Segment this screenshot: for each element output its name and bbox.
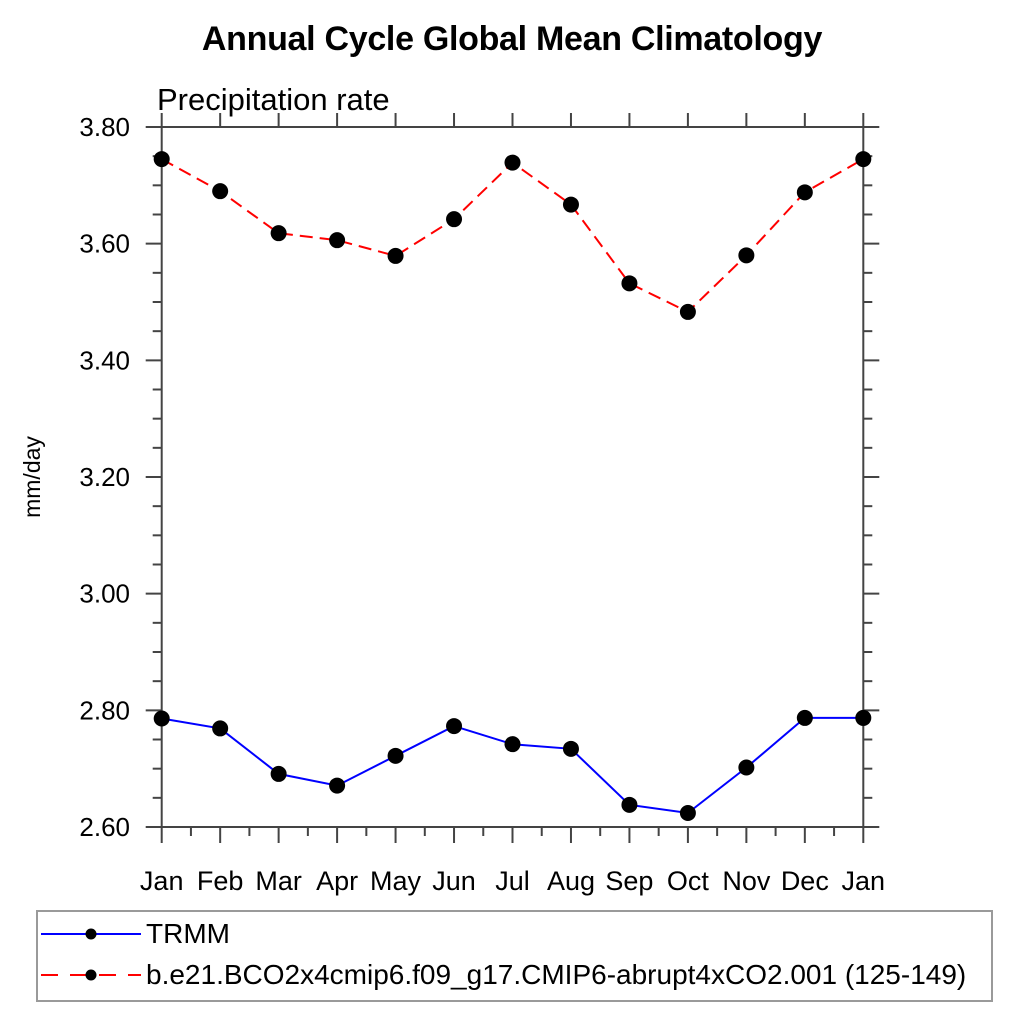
- data-point-marker: [329, 777, 346, 794]
- data-point-marker: [387, 747, 404, 764]
- y-axis-tick-label: 2.60: [79, 812, 130, 842]
- y-axis-tick-label: 3.20: [79, 462, 130, 492]
- data-point-marker: [738, 759, 755, 776]
- plot-frame: [160, 126, 865, 828]
- legend-swatch-abrupt4xco2-line-icon: [41, 969, 141, 981]
- x-axis-tick-label: Oct: [667, 866, 710, 896]
- x-axis-tick-label: Dec: [781, 866, 829, 896]
- x-axis-tick-label: Feb: [197, 866, 244, 896]
- x-axis-tick-label: Nov: [722, 866, 771, 896]
- legend-item-trmm: TRMM: [39, 918, 230, 949]
- data-point-marker: [796, 184, 813, 201]
- x-axis-tick-label: Mar: [255, 866, 302, 896]
- legend-label-trmm: TRMM: [146, 918, 230, 949]
- data-point-marker: [270, 765, 287, 782]
- data-point-marker: [446, 718, 463, 735]
- chart-title: Annual Cycle Global Mean Climatology: [201, 20, 823, 58]
- data-point-marker: [855, 151, 872, 168]
- data-point-marker: [270, 225, 287, 242]
- x-axis-tick-label: Jan: [842, 866, 886, 896]
- data-point-marker: [562, 740, 579, 757]
- x-axis-tick-label: Sep: [605, 866, 653, 896]
- y-axis-title: mm/day: [19, 436, 45, 518]
- data-point-marker: [621, 275, 638, 292]
- x-axis-tick-label: Aug: [547, 866, 595, 896]
- data-point-marker: [153, 710, 170, 727]
- y-axis-tick-label: 3.80: [79, 112, 130, 142]
- legend-box: TRMM b.e21.BCO2x4cmip6.f09_g17.CMIP6-abr…: [36, 910, 993, 1002]
- series-line-abrupt4xco2: [161, 158, 864, 314]
- data-point-marker: [796, 709, 813, 726]
- data-point-marker: [446, 211, 463, 228]
- x-axis-tick-label: Jan: [140, 866, 184, 896]
- x-axis-tick-label: Jun: [432, 866, 476, 896]
- data-point-marker: [212, 720, 229, 737]
- data-point-marker: [504, 154, 521, 171]
- data-point-marker: [738, 247, 755, 264]
- data-point-marker: [679, 303, 696, 320]
- data-point-marker: [621, 796, 638, 813]
- x-axis-tick-label: Jul: [495, 866, 530, 896]
- x-axis-tick-label: May: [370, 866, 422, 896]
- y-axis-tick-label: 3.40: [79, 345, 130, 375]
- data-point-marker: [387, 247, 404, 264]
- data-point-marker: [855, 709, 872, 726]
- data-point-marker: [679, 805, 696, 821]
- legend-label-abrupt4xco2: b.e21.BCO2x4cmip6.f09_g17.CMIP6-abrupt4x…: [146, 959, 967, 990]
- y-axis-tick-label: 2.80: [79, 695, 130, 725]
- data-point-marker: [562, 196, 579, 213]
- legend-item-abrupt4xco2: b.e21.BCO2x4cmip6.f09_g17.CMIP6-abrupt4x…: [39, 959, 966, 990]
- data-point-marker: [329, 232, 346, 249]
- legend-swatch-trmm-line-icon: [41, 928, 141, 940]
- data-point-marker: [153, 151, 170, 168]
- data-point-marker: [212, 183, 229, 200]
- chart-subtitle: Precipitation rate: [157, 82, 390, 117]
- x-axis-tick-label: Apr: [316, 866, 358, 896]
- y-axis-tick-label: 3.00: [79, 579, 130, 609]
- series-line-trmm: [161, 716, 864, 815]
- data-point-marker: [504, 736, 521, 753]
- y-axis-tick-label: 3.60: [79, 229, 130, 259]
